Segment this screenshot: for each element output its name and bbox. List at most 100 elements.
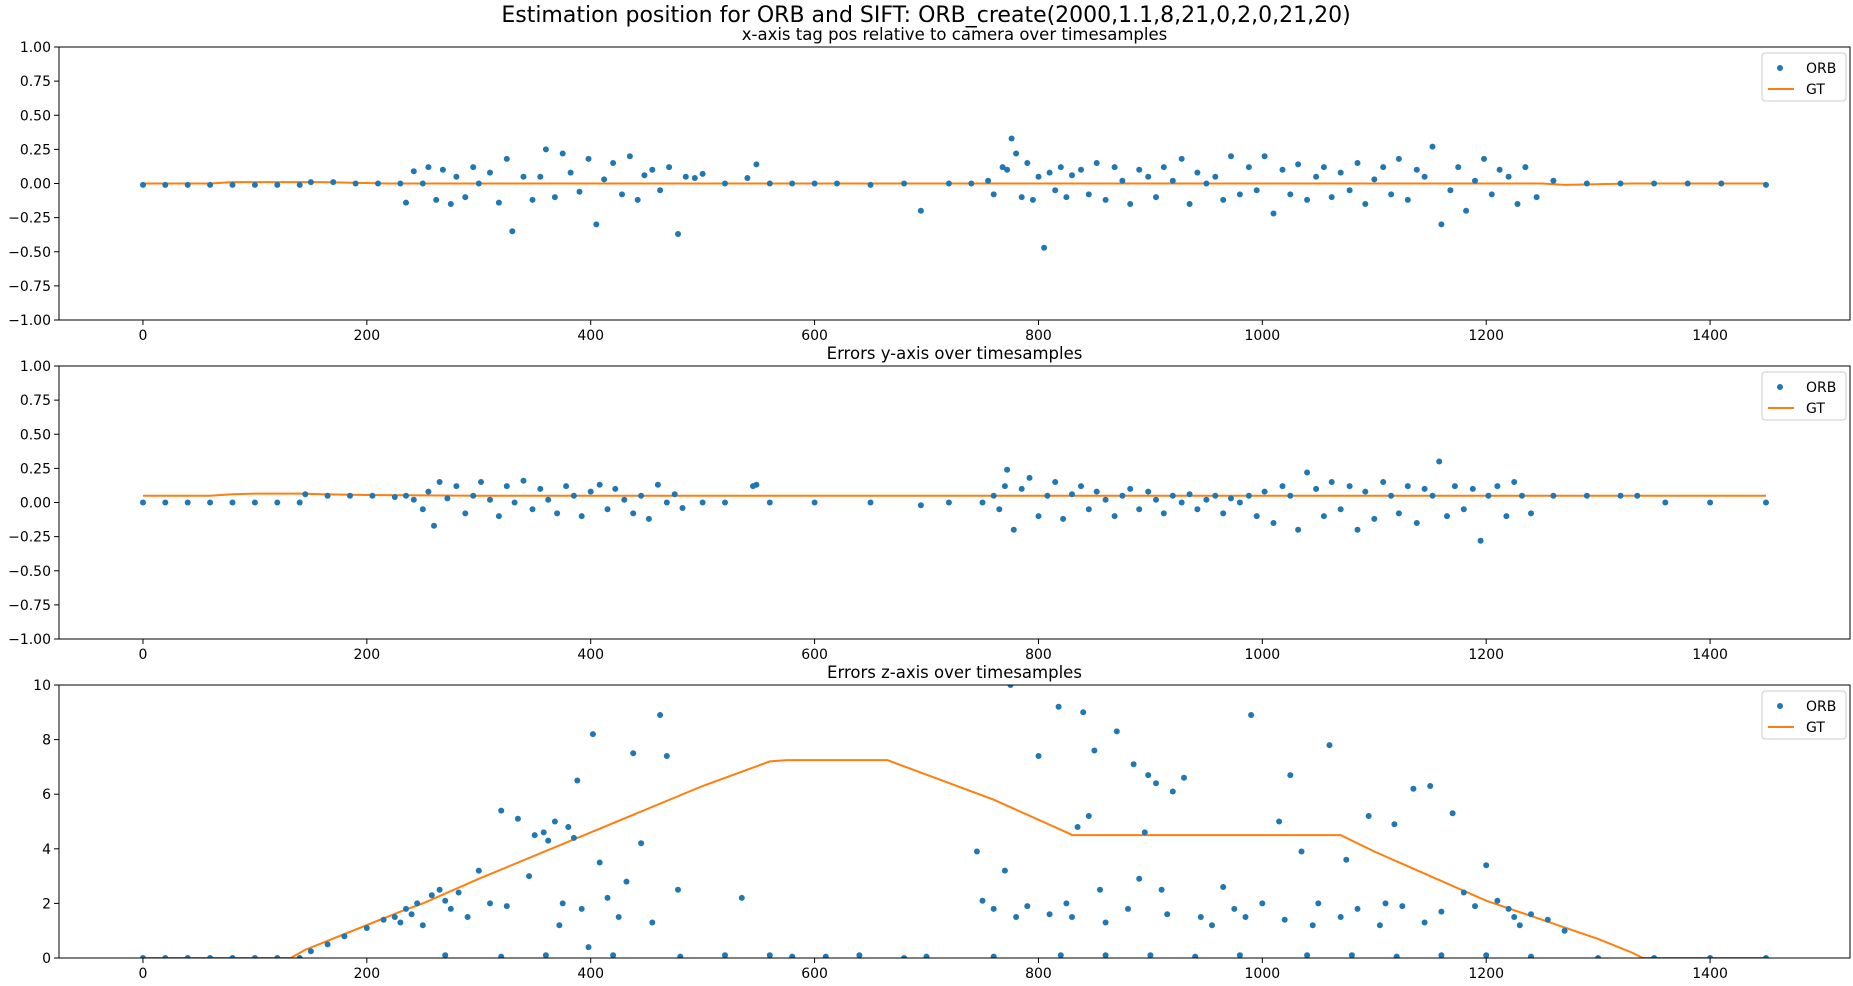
data-point xyxy=(428,892,435,899)
data-point xyxy=(1634,492,1641,499)
data-point xyxy=(1354,160,1361,166)
legend: ORB GT xyxy=(1761,52,1847,102)
data-point xyxy=(604,894,611,901)
y-tick-label: −1.00 xyxy=(8,632,51,648)
data-point xyxy=(1276,818,1283,825)
data-point xyxy=(901,180,908,187)
subplot-3: Errors z-axis over timesamples 0 200 400 600… xyxy=(33,663,1851,982)
data-point xyxy=(1074,824,1081,830)
data-point xyxy=(1438,221,1445,228)
data-point xyxy=(979,499,986,506)
data-point xyxy=(1488,191,1495,198)
series-line-gt xyxy=(143,492,1766,497)
data-point xyxy=(691,175,698,181)
data-point xyxy=(1472,177,1478,184)
data-point xyxy=(1029,196,1036,203)
data-point xyxy=(1421,485,1428,492)
data-point xyxy=(973,848,980,855)
data-point xyxy=(766,180,773,187)
legend-label-gt: GT xyxy=(1806,401,1825,417)
data-point xyxy=(1583,180,1590,187)
data-point xyxy=(917,502,924,509)
data-point xyxy=(1078,483,1084,490)
data-point xyxy=(542,952,549,958)
data-point xyxy=(630,750,637,757)
data-point xyxy=(184,499,191,506)
data-point xyxy=(1194,169,1201,176)
data-point xyxy=(679,505,686,511)
axes-frame xyxy=(58,365,1851,640)
data-point xyxy=(641,172,648,179)
data-point xyxy=(1328,194,1335,201)
data-point xyxy=(1111,513,1118,520)
data-point xyxy=(610,160,617,166)
data-point xyxy=(1046,911,1053,918)
data-point xyxy=(1494,897,1501,904)
data-point xyxy=(1315,900,1322,907)
data-point xyxy=(1313,173,1320,180)
data-point xyxy=(410,168,417,175)
data-point xyxy=(375,180,381,187)
data-point xyxy=(347,492,353,499)
data-point xyxy=(229,499,236,506)
data-point xyxy=(1528,911,1534,918)
data-point xyxy=(1242,914,1249,920)
data-point xyxy=(1511,479,1518,485)
data-point xyxy=(545,496,552,503)
data-point xyxy=(1270,210,1277,217)
data-point xyxy=(1236,952,1243,958)
data-point xyxy=(495,513,502,520)
x-tick-label: 400 xyxy=(577,647,604,663)
data-point xyxy=(1046,169,1053,176)
data-point xyxy=(1451,483,1458,490)
data-point xyxy=(551,194,558,201)
x-tick-label: 200 xyxy=(353,647,380,663)
data-point xyxy=(1410,785,1417,792)
data-point xyxy=(901,955,908,958)
data-point xyxy=(563,483,570,490)
data-point xyxy=(1522,164,1529,171)
data-point xyxy=(1203,180,1210,187)
data-point xyxy=(1018,485,1025,492)
data-point xyxy=(565,824,572,830)
data-point xyxy=(1001,867,1008,874)
data-point xyxy=(330,179,337,186)
data-point xyxy=(419,506,426,513)
data-point xyxy=(657,712,664,718)
data-point xyxy=(403,492,409,499)
data-point xyxy=(537,173,544,180)
data-point xyxy=(1236,191,1243,198)
subplot-2: Errors y-axis over timesamples 0 200 400 600… xyxy=(8,344,1851,663)
data-point xyxy=(856,952,863,958)
data-point xyxy=(1514,201,1521,207)
legend-label-orb: ORB xyxy=(1806,380,1836,396)
data-point xyxy=(1192,953,1199,958)
data-point xyxy=(1533,194,1540,201)
data-point xyxy=(1102,196,1109,203)
data-point xyxy=(626,153,633,160)
data-point xyxy=(419,922,426,929)
y-tick-label: −0.50 xyxy=(8,245,51,261)
data-point xyxy=(1018,194,1025,201)
y-tick-label: 1.00 xyxy=(20,359,51,375)
data-point xyxy=(1348,952,1355,958)
figure-title: Estimation position for ORB and SIFT: OR… xyxy=(501,3,1350,28)
data-point xyxy=(619,191,625,198)
data-point xyxy=(623,878,630,885)
data-point xyxy=(1102,496,1109,503)
data-point xyxy=(1178,499,1185,506)
data-point xyxy=(1583,492,1590,499)
data-point xyxy=(207,955,214,958)
data-point xyxy=(462,194,469,201)
data-point xyxy=(475,867,482,874)
data-point xyxy=(1194,506,1201,513)
data-point xyxy=(1346,187,1353,194)
data-point xyxy=(1707,499,1714,506)
x-tick-label: 800 xyxy=(1025,966,1052,982)
data-point xyxy=(578,513,585,520)
data-point xyxy=(789,953,796,958)
data-point xyxy=(811,499,818,506)
data-point xyxy=(1153,496,1159,503)
data-point xyxy=(1469,485,1476,492)
